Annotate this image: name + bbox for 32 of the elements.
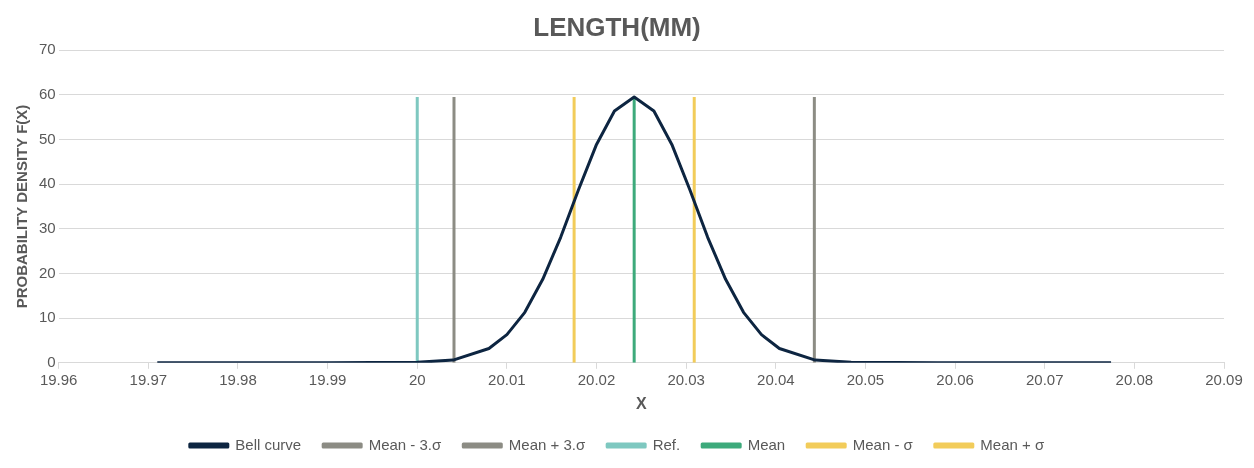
x-tick-label: 20.04 xyxy=(757,370,795,388)
x-tick-label: 20.06 xyxy=(936,370,974,388)
x-tick-label: 20.01 xyxy=(488,370,526,388)
y-tick-label: 20 xyxy=(39,263,56,281)
x-tick-label: 20.07 xyxy=(1025,370,1064,388)
y-axis-title: PROBABILITY DENSITY F(X) xyxy=(13,104,31,309)
y-tick-label: 40 xyxy=(39,174,56,192)
x-axis-title: X xyxy=(636,394,648,412)
legend-label: Mean - σ xyxy=(852,435,914,453)
x-tick-label: 19.99 xyxy=(308,370,347,388)
y-tick-label: 0 xyxy=(47,352,56,370)
chart-title: LENGTH(MM) xyxy=(533,11,701,42)
x-tick-label: 20.09 xyxy=(1205,370,1243,388)
y-tick-label: 10 xyxy=(39,308,56,326)
x-tick-label: 20 xyxy=(408,370,426,388)
x-tick-label: 20.08 xyxy=(1115,370,1154,388)
x-tick-label: 19.96 xyxy=(39,370,78,388)
legend-label: Mean + 3.σ xyxy=(508,435,586,453)
x-tick-label: 20.05 xyxy=(846,370,885,388)
y-tick-label: 30 xyxy=(39,218,56,236)
x-tick-label: 20.03 xyxy=(667,370,705,388)
legend-label: Mean + σ xyxy=(980,435,1045,453)
x-tick-label: 19.98 xyxy=(219,370,257,388)
legend-label: Bell curve xyxy=(235,435,302,453)
legend-label: Ref. xyxy=(652,435,681,453)
x-tick-label: 20.02 xyxy=(577,370,616,388)
legend-label: Mean xyxy=(747,435,786,453)
x-tick-label: 19.97 xyxy=(129,370,168,388)
y-tick-label: 50 xyxy=(39,129,56,147)
y-tick-label: 60 xyxy=(39,85,56,102)
y-tick-label: 70 xyxy=(39,40,56,58)
legend-label: Mean - 3.σ xyxy=(368,435,443,453)
